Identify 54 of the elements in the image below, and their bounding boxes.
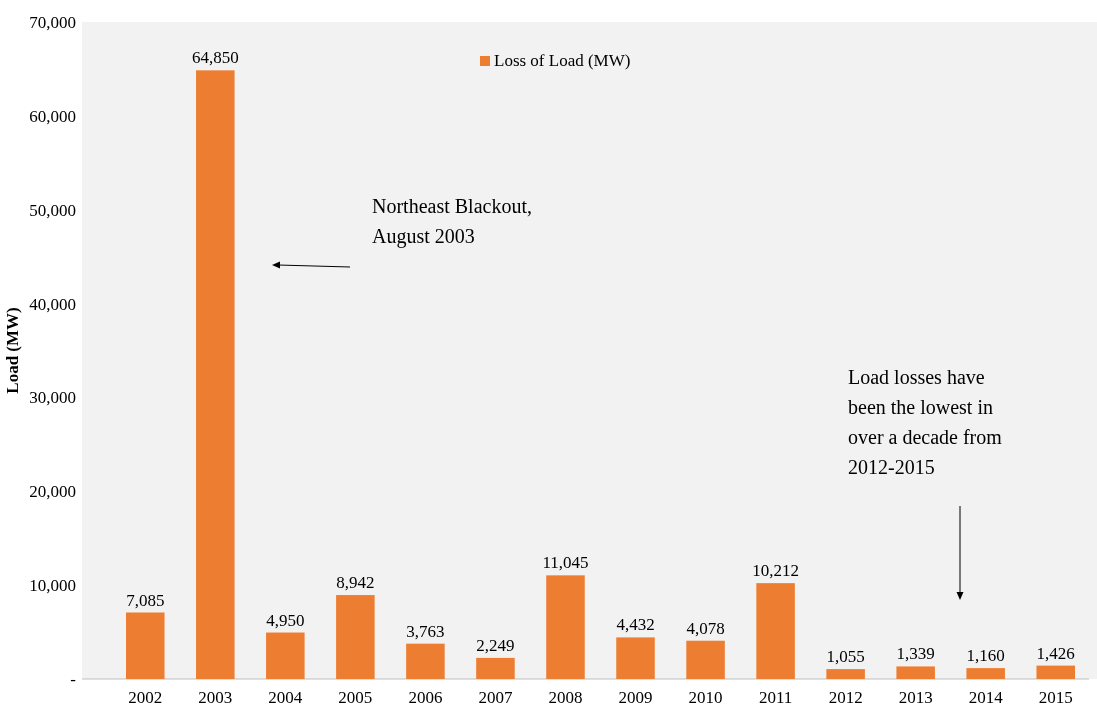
data-label: 4,432	[616, 615, 655, 635]
bar	[616, 637, 655, 679]
bar	[896, 666, 935, 679]
bar	[686, 640, 725, 679]
data-label: 8,942	[336, 573, 375, 593]
x-tick-label: 2003	[198, 688, 233, 707]
data-label: 2,249	[476, 635, 515, 655]
data-label: 10,212	[752, 561, 799, 581]
x-tick-label: 2008	[548, 688, 583, 707]
x-tick-label: 2011	[758, 688, 793, 707]
bar	[546, 575, 585, 679]
bar	[966, 668, 1005, 679]
data-label: 4,950	[266, 610, 305, 630]
data-label: 4,078	[686, 618, 725, 638]
x-tick-label: 2004	[268, 688, 303, 707]
x-tick-label: 2013	[898, 688, 933, 707]
data-label: 1,160	[966, 646, 1005, 666]
legend-label: Loss of Load (MW)	[494, 51, 631, 70]
y-tick-label: 20,000	[29, 482, 76, 502]
annotation: Northeast Blackout, August 2003	[372, 195, 532, 248]
data-label: 1,055	[826, 647, 865, 667]
bar	[826, 669, 865, 679]
bar	[1036, 665, 1075, 679]
data-label: 11,045	[542, 553, 589, 573]
data-label: 64,850	[191, 48, 239, 68]
bar	[266, 632, 305, 679]
x-tick-label: 2010	[688, 688, 723, 707]
x-tick-label: 2015	[1038, 688, 1073, 707]
y-tick-label: 30,000	[29, 388, 76, 408]
x-tick-label: 2007	[478, 688, 513, 707]
bar	[756, 583, 795, 679]
bar	[406, 643, 445, 679]
data-label: 7,085	[126, 590, 165, 610]
data-label: 3,763	[406, 621, 445, 641]
x-tick-label: 2005	[338, 688, 373, 707]
x-tick-label: 2006	[408, 688, 443, 707]
y-tick-label: 40,000	[29, 294, 76, 314]
y-tick-label: 70,000	[29, 12, 76, 32]
y-tick-label: 60,000	[29, 106, 76, 126]
y-axis-title: Load (MW)	[3, 307, 22, 394]
data-label: 1,339	[896, 644, 935, 664]
x-tick-label: 2012	[828, 688, 863, 707]
y-tick-label: 50,000	[29, 200, 76, 220]
y-tick-label: -	[70, 669, 77, 689]
x-tick-label: 2014	[968, 688, 1004, 707]
y-tick-label: 10,000	[29, 576, 76, 596]
bar	[336, 595, 375, 679]
x-tick-label: 2009	[618, 688, 653, 707]
x-tick-label: 2002	[128, 688, 163, 707]
bar	[476, 657, 515, 679]
data-label: 1,426	[1036, 643, 1075, 663]
annotation: Load losses have been the lowest in over a decade from 2012-2015	[848, 366, 1003, 478]
bar	[126, 612, 165, 679]
bar	[196, 70, 235, 679]
